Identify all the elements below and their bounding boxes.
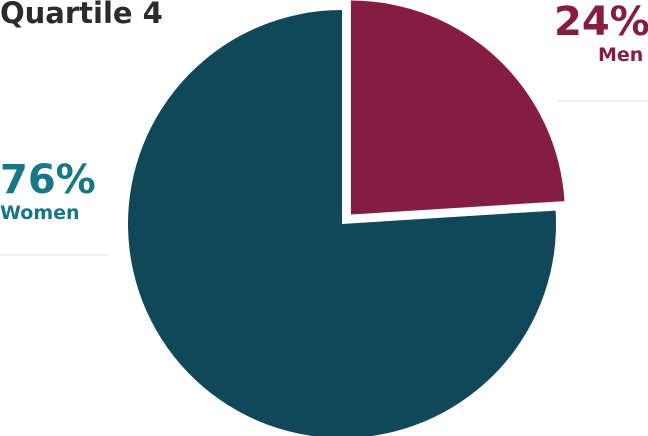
pie-slice-men [350, 0, 565, 215]
men-percent-label: 24% [554, 0, 648, 45]
women-divider [0, 254, 108, 256]
men-callout: 24% Men [554, 0, 648, 66]
chart-title: Quartile 4 [0, 0, 163, 30]
men-divider [558, 100, 648, 102]
men-category-label: Men [598, 44, 644, 66]
women-category-label: Women [0, 202, 80, 224]
women-percent-label: 76% [0, 157, 96, 203]
women-callout: 76% Women [0, 158, 96, 224]
pie-slice-women [128, 10, 556, 436]
